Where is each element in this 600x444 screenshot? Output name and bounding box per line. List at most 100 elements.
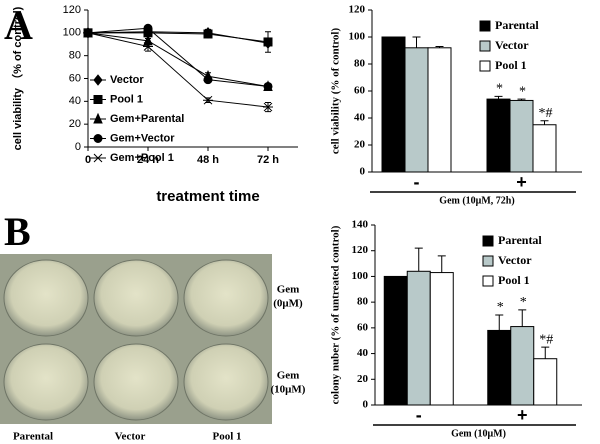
column-label: Vector — [115, 431, 146, 443]
bar — [532, 124, 557, 173]
well — [93, 343, 179, 421]
annotation: * — [497, 300, 504, 315]
marker — [143, 42, 153, 51]
error-bar — [540, 120, 549, 125]
x-axis-label: treatment time — [156, 188, 259, 205]
legend-marker — [93, 95, 103, 104]
error-bar — [437, 255, 446, 273]
y-tick-label: 0 — [75, 141, 81, 153]
y-axis-label: colony nuber (% of untreated control) — [330, 225, 342, 404]
legend-swatch — [479, 60, 491, 72]
x-tick-label: + — [517, 405, 528, 425]
well — [3, 259, 89, 337]
marker — [83, 28, 93, 38]
line — [87, 32, 269, 87]
bar — [533, 358, 558, 406]
error-bar — [495, 314, 504, 331]
y-tick-label: 20 — [357, 373, 369, 385]
bar — [510, 326, 535, 406]
error-bar — [414, 247, 423, 272]
legend-label: Vector — [110, 74, 144, 86]
column-label: Pool 1 — [212, 431, 241, 443]
bar — [406, 270, 431, 406]
legend-label: Gem+Vector — [110, 132, 175, 144]
y-tick-label: 20 — [354, 139, 366, 151]
annotation: * — [519, 84, 526, 99]
photo — [0, 254, 272, 424]
legend-label: Gem+Pool 1 — [110, 152, 174, 164]
annotation: * — [496, 82, 503, 97]
y-tick-label: 60 — [69, 72, 81, 84]
error-bar — [518, 309, 527, 327]
y-tick-label: 40 — [69, 95, 81, 107]
x-axis-label: Gem (10μM, 72h) — [439, 195, 514, 206]
annotation: *# — [539, 106, 553, 121]
marker — [143, 23, 153, 33]
legend-label: Pool 1 — [498, 273, 530, 287]
y-tick-label: 20 — [69, 118, 81, 130]
well — [183, 259, 269, 337]
marker — [203, 29, 213, 39]
legend-swatch — [482, 255, 494, 267]
bar — [429, 272, 454, 406]
marker — [203, 75, 213, 85]
y-tick-label: 120 — [352, 244, 369, 256]
legend-marker — [93, 134, 103, 143]
well — [3, 343, 89, 421]
y-tick-label: 60 — [354, 85, 366, 97]
bar — [487, 329, 512, 406]
marker — [203, 95, 213, 105]
y-tick-label: 60 — [357, 321, 369, 333]
x-tick-label: 48 h — [197, 154, 219, 166]
y-tick-label: 40 — [357, 347, 369, 359]
y-tick-label: 40 — [354, 112, 366, 124]
y-tick-label: 80 — [357, 296, 369, 308]
legend-label: Parental — [495, 18, 539, 32]
well — [93, 259, 179, 337]
x-tick-label: 24 h — [137, 154, 159, 166]
legend-marker — [93, 112, 103, 124]
legend-swatch — [482, 275, 494, 287]
row-label: (0μM) — [273, 298, 303, 310]
row-label: (10μM) — [271, 384, 306, 396]
row-label: Gem — [277, 370, 300, 382]
error-bar — [541, 346, 550, 359]
legend-label: Pool 1 — [110, 93, 143, 105]
bar — [427, 47, 452, 173]
annotation: *# — [539, 332, 553, 347]
marker — [263, 102, 273, 112]
x-tick-label: 72 h — [257, 154, 279, 166]
marker — [263, 81, 273, 91]
y-tick-label: 100 — [352, 270, 369, 282]
legend-swatch — [479, 20, 491, 32]
y-tick-label: 140 — [352, 219, 369, 231]
legend-label: Pool 1 — [495, 58, 527, 72]
x-tick-label: - — [416, 405, 422, 425]
marker — [263, 37, 273, 47]
y-tick-label: 100 — [63, 27, 81, 39]
row-label: Gem — [277, 284, 300, 296]
y-axis-label: cell viability （% of control) — [11, 6, 24, 150]
line — [87, 32, 269, 108]
annotation: * — [520, 295, 527, 310]
y-axis-label: cell viability (% of control) — [330, 28, 342, 155]
legend-swatch — [479, 40, 491, 52]
bar — [381, 36, 406, 173]
y-tick-label: 80 — [69, 50, 81, 62]
legend-label: Parental — [498, 233, 542, 247]
column-label: Parental — [13, 431, 53, 443]
error-bar — [412, 36, 421, 48]
legend-marker — [93, 74, 103, 86]
x-tick-label: + — [516, 172, 527, 192]
x-axis-label: Gem (10μM) — [451, 428, 506, 439]
x-tick-label: - — [414, 172, 420, 192]
legend-label: Gem+Parental — [110, 113, 184, 125]
x-tick-label: 0 — [85, 154, 91, 166]
y-tick-label: 100 — [349, 31, 366, 43]
y-tick-label: 80 — [354, 58, 366, 70]
bar — [509, 99, 534, 173]
panel-label: A — [4, 3, 33, 48]
y-tick-label: 0 — [363, 399, 369, 411]
legend-swatch — [482, 235, 494, 247]
